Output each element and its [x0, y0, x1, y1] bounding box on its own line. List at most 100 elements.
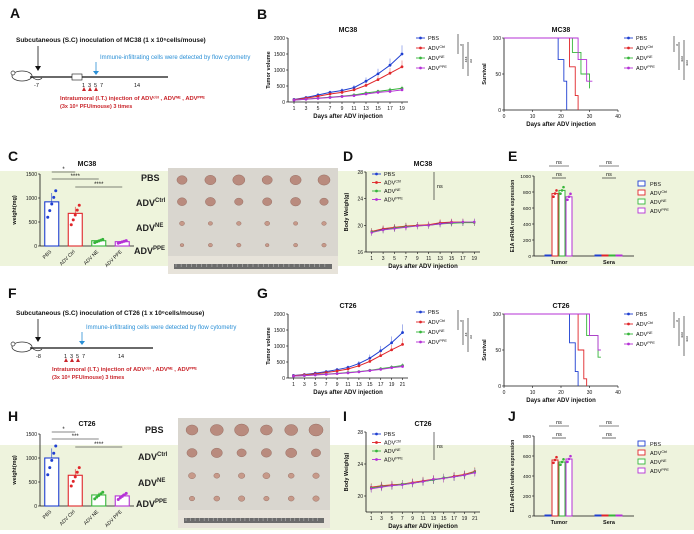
x-tick-label: 17	[378, 382, 384, 388]
x-tick-label: 15	[367, 382, 373, 388]
tumor	[261, 448, 272, 458]
significance-label: ns	[437, 184, 443, 190]
survival-curve-0	[504, 313, 579, 386]
data-point	[432, 478, 435, 481]
x-tick-label: PBS	[42, 509, 54, 521]
data-point	[357, 362, 361, 365]
a-arrowhead-flow	[93, 71, 99, 75]
tumor	[261, 175, 273, 185]
y-axis-label: Survival	[482, 339, 488, 361]
x-tick-label: ADV Ctrl	[59, 249, 77, 267]
tumor	[208, 243, 213, 248]
data-point	[335, 369, 339, 373]
significance-label: ***	[677, 332, 683, 338]
bar-0-1	[551, 193, 559, 257]
x-tick-label: 17	[387, 106, 393, 112]
data-point	[304, 97, 308, 101]
tumor	[312, 495, 320, 502]
x-tick-label: 3	[305, 106, 308, 112]
panel-f-schematic: Subcutaneous (S.C) inoculation of CT26 (…	[10, 310, 236, 381]
photo-h-label-pbs: PBS	[145, 425, 164, 435]
legend-label-2: ADVNE	[636, 331, 653, 338]
y-tick-label: 50	[495, 348, 501, 354]
data-point	[292, 98, 296, 102]
x-tick-label: 10	[530, 114, 536, 120]
data-point	[404, 226, 408, 229]
y-tick-label: 1000	[26, 196, 37, 202]
legend-label-3: ADVPPE	[636, 65, 655, 72]
tumor	[293, 221, 298, 226]
f-tick-3: 5	[76, 354, 79, 360]
data-point	[340, 91, 344, 94]
panel-label-b: B	[257, 6, 268, 22]
f-arrowhead	[35, 337, 41, 342]
data-point	[552, 195, 555, 199]
mouse-icon	[10, 341, 43, 353]
f-tick-5: 14	[118, 354, 124, 360]
significance-label: ns	[556, 172, 562, 178]
x-tick-label: 9	[411, 516, 414, 522]
data-point	[368, 359, 372, 363]
data-point	[400, 88, 404, 92]
legend-label-2: ADVNE	[428, 55, 445, 62]
y-tick-label: 100	[493, 312, 502, 318]
y-tick-label: 20	[357, 223, 363, 229]
x-tick-label: Tumor	[551, 520, 569, 526]
x-tick-label: 1	[370, 516, 373, 522]
data-point	[452, 475, 456, 478]
x-tick-label: 15	[441, 516, 447, 522]
y-axis-label: weight(mg)	[12, 195, 18, 225]
legend-marker	[419, 66, 422, 70]
series-line-1	[293, 343, 403, 377]
photo-c-label-ne: ADVNE	[136, 223, 164, 233]
data-point	[364, 83, 368, 87]
x-tick-label: 20	[558, 390, 564, 396]
data-point	[567, 457, 571, 461]
bar-0	[44, 457, 60, 507]
f-tick-1: 1	[64, 354, 67, 360]
data-point	[473, 220, 476, 224]
legend-label-2: ADVNE	[384, 188, 401, 195]
y-tick-label: 1500	[274, 328, 285, 334]
y-tick-label: 600	[523, 206, 531, 212]
survival-curve-2	[504, 37, 590, 89]
data-point	[69, 223, 73, 227]
a-break	[71, 73, 83, 81]
f-tick-0: -8	[36, 354, 41, 360]
legend-swatch	[637, 449, 646, 456]
y-tick-label: 0	[282, 100, 285, 106]
legend-marker	[627, 312, 630, 316]
data-point	[73, 213, 77, 217]
data-point	[381, 228, 385, 232]
legend-label-1: ADVCtrl	[636, 45, 653, 52]
panel-label-c: C	[8, 148, 19, 164]
legend-marker	[627, 46, 630, 50]
data-point	[357, 364, 361, 368]
x-tick-label: 10	[530, 390, 536, 396]
significance-label: ***	[461, 57, 467, 63]
y-tick-label: 0	[34, 244, 37, 250]
x-axis-label: Days after ADV injection	[313, 114, 383, 120]
survival-curve-0	[504, 37, 568, 110]
chart-j-e1a: 0 200 400 600 800 E1A mRNA relative expressio…	[510, 420, 669, 526]
legend-marker	[627, 56, 630, 60]
tumor	[319, 197, 329, 206]
significance-label: ns	[606, 172, 612, 178]
x-tick-label: Sera	[603, 520, 616, 526]
tumor	[265, 243, 270, 247]
a-injection-arrows	[82, 87, 98, 91]
legend-marker	[375, 441, 378, 444]
legend-marker	[375, 189, 378, 193]
data-point	[352, 88, 356, 92]
chart-g-survival: 0 50 100 0 10 20 30 40 CT26 Days after ADV inject…	[482, 303, 688, 404]
data-point	[401, 343, 404, 346]
legend-label-2: ADVNE	[650, 199, 667, 206]
legend-swatch	[637, 440, 646, 447]
tumor	[185, 424, 199, 436]
x-tick-label: 1	[293, 106, 296, 112]
series-line-2	[371, 222, 475, 233]
a-arrowhead	[35, 66, 41, 71]
bar-1-2	[608, 254, 616, 257]
data-point	[427, 224, 430, 227]
